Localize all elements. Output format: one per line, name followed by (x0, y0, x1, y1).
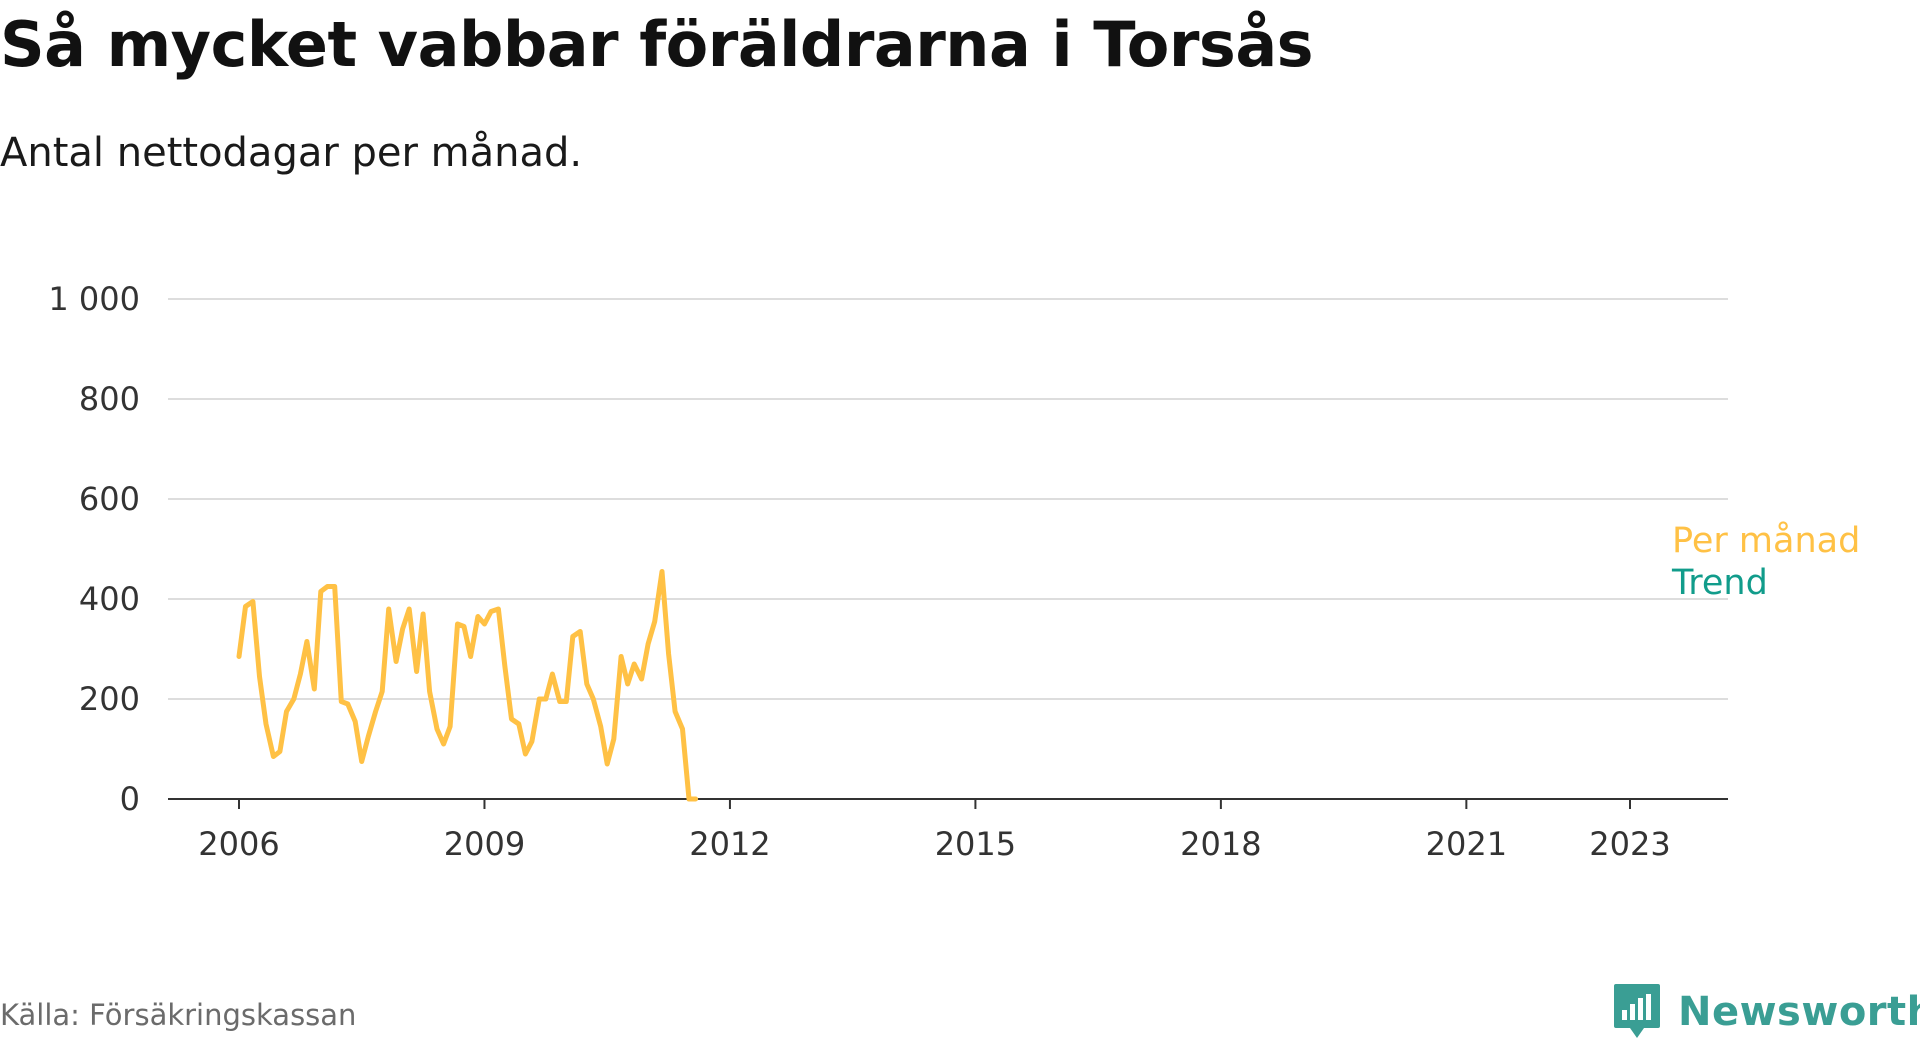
x-tick-label: 2009 (444, 825, 525, 863)
x-tick-label: 2021 (1426, 825, 1507, 863)
y-tick-label: 1 000 (48, 280, 140, 318)
series-lines (236, 569, 699, 802)
x-tick-label: 2012 (689, 825, 770, 863)
x-tick-label: 2006 (198, 825, 279, 863)
bar-chart-speech-bubble-icon (1614, 984, 1660, 1038)
legend-label-1: Trend (1671, 563, 1768, 603)
y-tick-label: 200 (79, 680, 140, 718)
x-axis: 2006 2009 2012 2015 2018 2021 2023 (168, 798, 1728, 863)
source-note: Källa: Försäkringskassan (0, 998, 357, 1032)
y-tick-label: 800 (79, 380, 140, 418)
series-line-per-m-nad-segment-1 (236, 569, 699, 802)
legend-label-0: Per månad (1672, 520, 1860, 561)
x-tick-label: 2023 (1589, 825, 1670, 863)
chart-subtitle: Antal nettodagar per månad. (0, 130, 583, 176)
y-tick-label: 0 (120, 780, 140, 818)
brand-name: Newsworthy (1678, 989, 1920, 1035)
newsworthy-logo[interactable]: Newsworthy (1612, 982, 1920, 1042)
y-tick-label: 600 (79, 480, 140, 518)
gridlines (168, 298, 1728, 700)
x-tick-label: 2015 (935, 825, 1016, 863)
x-tick-label: 2018 (1180, 825, 1261, 863)
chart-title: Så mycket vabbar föräldrarna i Torsås (0, 8, 1314, 81)
y-tick-label: 400 (79, 580, 140, 618)
y-axis-tick-labels: 0 200 400 600 800 1 000 (48, 280, 140, 818)
